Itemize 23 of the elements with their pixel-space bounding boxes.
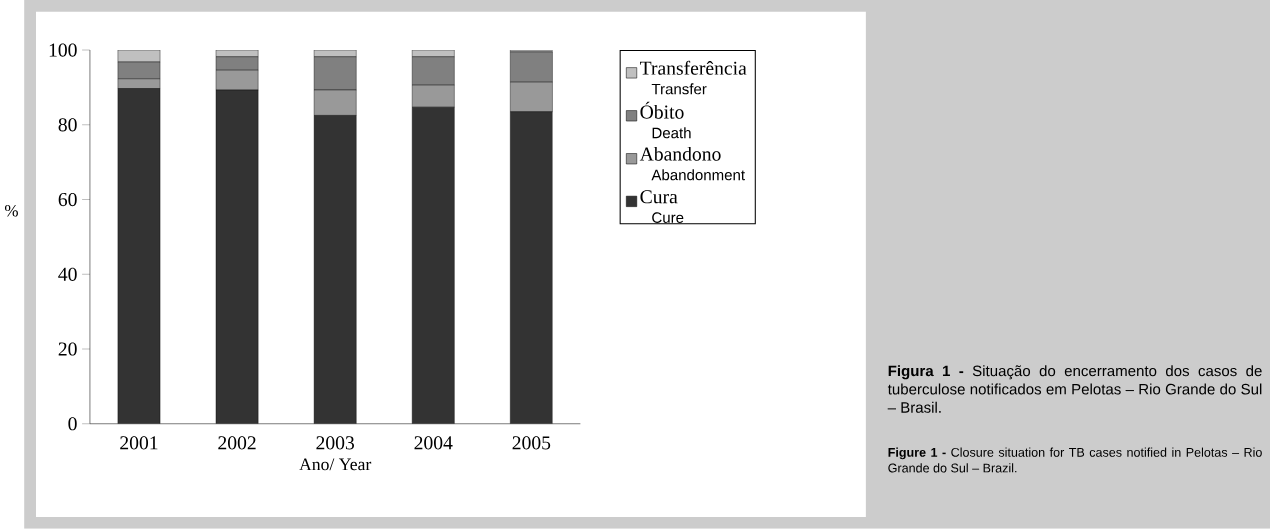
text: Cure	[652, 212, 684, 224]
y-tick-label: 20	[58, 342, 77, 356]
text: Figura 1 - Situação do encerramento dos casos de tuberculose notificados em Pelotas – Rio Grande do Sul – Brasil.	[887, 365, 1262, 413]
legend-label: Abandono	[639, 147, 721, 161]
y-axis-title: %	[4, 205, 18, 217]
y-tick-label: 80	[58, 118, 77, 132]
text: Death	[652, 127, 691, 139]
text: Figure 1 - Closure situation for TB cases notified in Pelotas – Rio Grande do Sul – Brazil.	[888, 447, 1262, 473]
x-tick-label: 2005	[512, 436, 551, 450]
x-axis-title: Ano/ Year	[299, 458, 372, 471]
y-tick-label: 40	[58, 267, 77, 282]
legend-label: Transferência	[640, 60, 747, 75]
text: Transfer	[651, 83, 707, 95]
x-tick-label: 2002	[218, 436, 256, 450]
y-tick-label: 100	[49, 43, 77, 57]
y-tick-label: 60	[58, 193, 77, 207]
y-tick-label: 0	[68, 417, 77, 431]
legend-label: Cura	[640, 190, 678, 204]
legend-label: Óbito	[640, 101, 684, 119]
x-tick-label: 2004	[414, 436, 453, 450]
x-tick-label: 2001	[120, 436, 158, 450]
text: Abandonment	[651, 169, 745, 181]
x-tick-label: 2003	[316, 436, 355, 450]
